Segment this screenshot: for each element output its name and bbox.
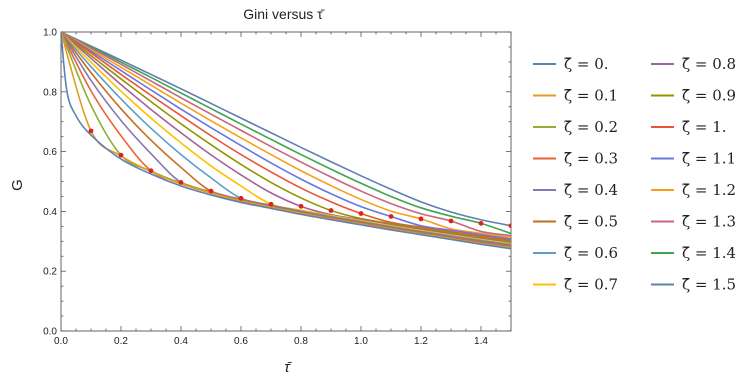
- legend-entry: ζ̄ = 1.: [651, 118, 727, 136]
- x-axis-label: τ̄: [284, 359, 293, 376]
- series-line: [61, 32, 511, 237]
- legend-entry: ζ̄ = 0.3: [533, 150, 618, 168]
- legend-label: ζ̄ = 0.7: [564, 276, 618, 294]
- marker-point: [418, 216, 424, 222]
- series-line: [61, 32, 511, 243]
- marker-point: [478, 220, 484, 226]
- marker-point: [448, 218, 454, 224]
- marker-point: [238, 195, 244, 201]
- legend: ζ̄ = 0. ζ̄ = 0.1 ζ̄ = 0.2 ζ̄ = 0.3 ζ̄ = 0.4 ζ…: [533, 55, 736, 294]
- legend-label: ζ̄ = 0.9: [682, 87, 736, 105]
- y-tick-label: 0.8: [43, 87, 57, 98]
- y-tick-label: 1.0: [43, 28, 57, 39]
- x-tick-label: 0.2: [114, 336, 128, 347]
- marker-point: [388, 214, 394, 219]
- legend-label: ζ̄ = 1.2: [682, 181, 736, 199]
- y-tick-label: 0.4: [43, 207, 57, 218]
- series-line: [61, 32, 511, 239]
- x-tick-label: 0.4: [174, 336, 188, 347]
- legend-entry: ζ̄ = 0.1: [533, 87, 618, 105]
- x-tick-label: 1.0: [354, 336, 368, 347]
- marker-point: [328, 208, 334, 213]
- plot-area: 0.0 0.2 0.4 0.6 0.8 1.0 1.2 1.4 0.0 0.2 0.4 0.6 0.8 1…: [43, 28, 512, 347]
- series-group: [61, 32, 511, 250]
- legend-entry: ζ̄ = 1.5: [651, 276, 736, 294]
- marker-point: [208, 188, 214, 194]
- legend-entry: ζ̄ = 0.7: [533, 276, 618, 294]
- series-line: [61, 32, 511, 242]
- legend-label: ζ̄ = 1.5: [682, 276, 736, 294]
- series-line: [61, 32, 511, 240]
- legend-entry: ζ̄ = 0.9: [651, 87, 736, 105]
- x-tick-label: 0.6: [234, 336, 248, 347]
- legend-label: ζ̄ = 0.4: [564, 181, 618, 199]
- x-tick-label: 0.8: [294, 336, 308, 347]
- marker-point: [88, 128, 94, 134]
- x-tick-label: 0.0: [54, 336, 68, 347]
- marker-point: [178, 179, 184, 185]
- legend-label: ζ̄ = 1.: [682, 118, 727, 136]
- legend-label: ζ̄ = 0.5: [564, 213, 618, 231]
- legend-entry: ζ̄ = 1.2: [651, 181, 736, 199]
- series-line: [61, 32, 511, 235]
- series-line: [61, 32, 511, 244]
- legend-entry: ζ̄ = 1.1: [651, 150, 736, 168]
- legend-label: ζ̄ = 1.4: [682, 244, 736, 262]
- series-line: [61, 32, 511, 227]
- y-tick-label: 0.2: [43, 267, 57, 278]
- legend-entry: ζ̄ = 0.4: [533, 181, 618, 199]
- legend-entry: ζ̄ = 1.4: [651, 244, 736, 262]
- legend-label: ζ̄ = 0.2: [564, 118, 618, 136]
- legend-entry: ζ̄ = 0.: [533, 55, 609, 73]
- legend-label: ζ̄ = 1.3: [682, 213, 736, 231]
- legend-entry: ζ̄ = 0.6: [533, 244, 618, 262]
- marker-point: [508, 223, 511, 229]
- chart-title: Gini versus τ̄: [243, 6, 324, 22]
- x-tick-label: 1.2: [414, 336, 428, 347]
- legend-label: ζ̄ = 0.: [564, 55, 609, 73]
- plot-frame: [60, 31, 512, 332]
- marker-point: [298, 203, 304, 209]
- legend-label: ζ̄ = 0.1: [564, 87, 618, 105]
- marker-point: [148, 168, 154, 174]
- y-tick-label: 0.0: [43, 327, 57, 338]
- marker-point: [118, 152, 124, 158]
- legend-label: ζ̄ = 0.3: [564, 150, 618, 168]
- legend-label: ζ̄ = 0.6: [564, 244, 618, 262]
- marker-point: [268, 201, 274, 207]
- x-tick-label: 1.4: [474, 336, 488, 347]
- legend-label: ζ̄ = 0.8: [682, 55, 736, 73]
- marker-point: [358, 211, 364, 216]
- y-tick-label: 0.6: [43, 147, 57, 158]
- y-axis-label: G: [9, 179, 26, 191]
- legend-entry: ζ̄ = 0.2: [533, 118, 618, 136]
- legend-label: ζ̄ = 1.1: [682, 150, 736, 168]
- legend-entry: ζ̄ = 0.8: [651, 55, 736, 73]
- series-line: [61, 32, 511, 250]
- legend-entry: ζ̄ = 1.3: [651, 213, 736, 231]
- legend-entry: ζ̄ = 0.5: [533, 213, 618, 231]
